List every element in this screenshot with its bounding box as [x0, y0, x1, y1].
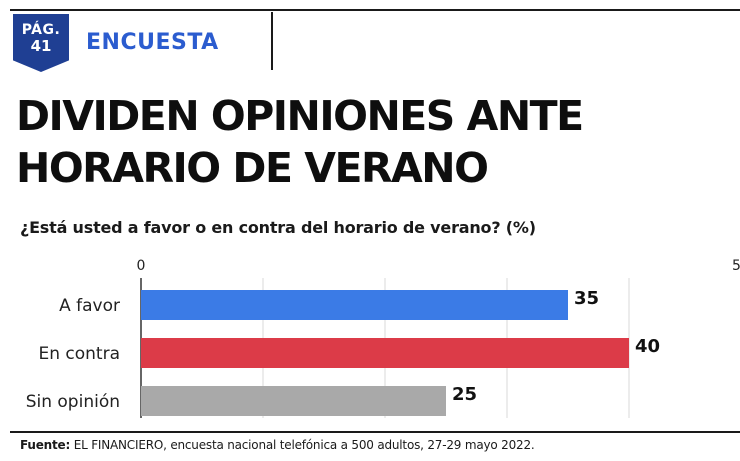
chart-question: ¿Está usted a favor o en contra del hora… [20, 218, 536, 237]
section-label: ENCUESTA [86, 30, 219, 55]
page-number: 41 [30, 37, 52, 55]
headline: DIVIDEN OPINIONES ANTE HORARIO DE VERANO [16, 90, 736, 194]
data-label: 25 [452, 384, 477, 405]
bottom-rule [10, 431, 740, 433]
data-label: 35 [574, 288, 599, 309]
data-label: 40 [635, 336, 660, 357]
category-label: En contra [38, 344, 120, 364]
page-badge: PÁG. 41 [13, 14, 69, 72]
x-tick-label: 0 [137, 258, 146, 274]
x-tick-label: 5 [732, 258, 740, 274]
bar [141, 290, 568, 320]
source-label: Fuente: [20, 438, 71, 452]
bar [141, 338, 629, 368]
headline-line-2: HORARIO DE VERANO [16, 144, 489, 192]
bar [141, 386, 446, 416]
top-rule [10, 9, 740, 11]
source-text: EL FINANCIERO, encuesta nacional telefón… [70, 438, 535, 452]
category-label: Sin opinión [26, 392, 120, 412]
section-divider [271, 12, 273, 70]
headline-line-1: DIVIDEN OPINIONES ANTE [16, 92, 584, 140]
source-note: Fuente: EL FINANCIERO, encuesta nacional… [20, 438, 535, 452]
category-label: A favor [59, 296, 120, 316]
page-label: PÁG. [21, 22, 61, 38]
bar-chart: 0 5 A favor 35 En contra 40 Sin opinión 25 [26, 258, 740, 418]
